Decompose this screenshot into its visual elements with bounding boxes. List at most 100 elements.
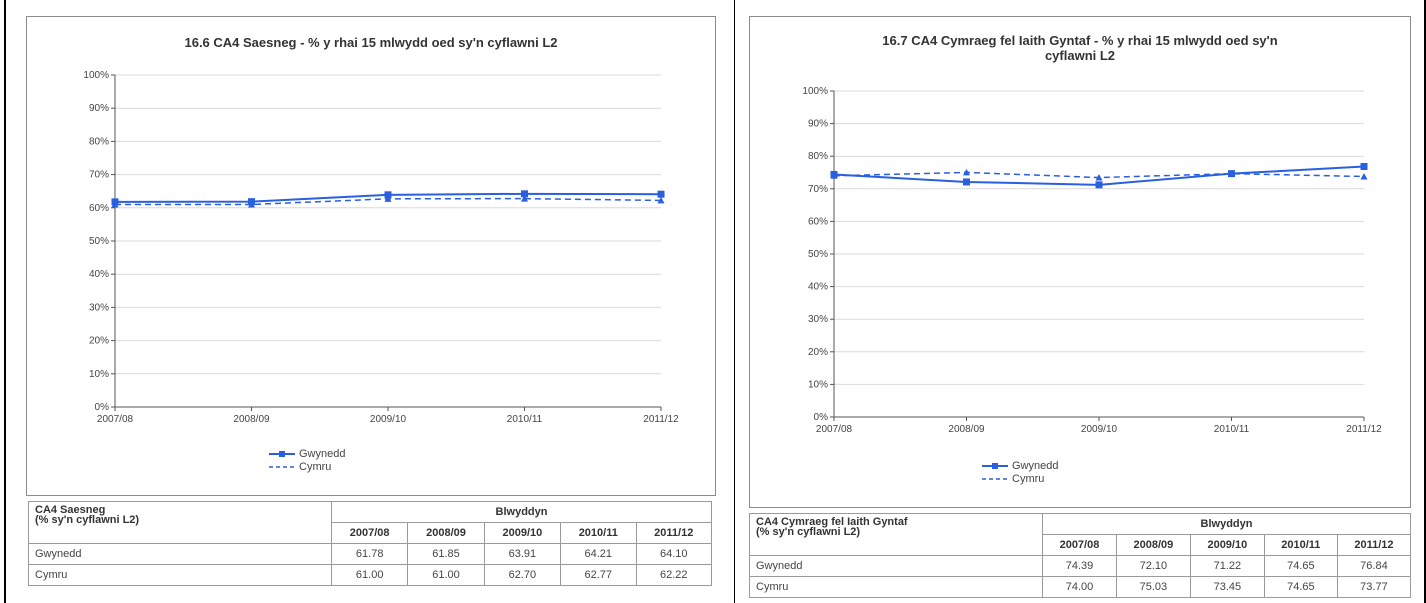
y-tick-label: 90% [808, 119, 828, 130]
chart-frame: 16.6 CA4 Saesneg - % y rhai 15 mlwydd oe… [26, 16, 716, 496]
y-tick-label: 20% [808, 347, 828, 358]
table-year-header: 2011/12 [635, 522, 712, 544]
table-row: Cymru 61.00 61.00 62.70 62.77 62.22 [28, 564, 712, 586]
table-cell: 62.77 [560, 564, 637, 586]
y-tick-label: 80% [89, 136, 109, 147]
x-tick-label: 2009/10 [1081, 424, 1118, 435]
table-cell: 61.00 [407, 564, 485, 586]
y-tick-label: 40% [808, 282, 828, 293]
x-tick-label: 2011/12 [643, 414, 679, 425]
y-tick-label: 50% [808, 249, 828, 260]
table-row-label: Cymru [749, 576, 1043, 598]
table-cell: 76.84 [1336, 555, 1412, 577]
legend-label: Cymru [1012, 472, 1045, 485]
data-point-cymru [521, 195, 528, 202]
y-tick-label: 60% [808, 216, 828, 227]
table-title-line: (% sy'n cyflawni L2) [35, 514, 140, 526]
legend-item-gwynedd: Gwynedd [269, 447, 345, 460]
table-cell: 74.39 [1042, 555, 1117, 577]
legend-label: Gwynedd [1012, 459, 1059, 472]
table-cell: 64.21 [560, 543, 637, 565]
y-tick-label: 0% [95, 402, 110, 413]
data-point-cymru [1095, 174, 1103, 181]
table-year-header: 2008/09 [407, 522, 485, 544]
legend-solid-line-icon [269, 450, 295, 457]
table-cell: 74.00 [1042, 576, 1117, 598]
x-tick-label: 2010/11 [1214, 424, 1250, 435]
y-tick-label: 50% [89, 236, 109, 247]
data-point-cymru [1228, 170, 1235, 177]
data-point-gwynedd [963, 178, 970, 186]
table-year-header: 2009/10 [483, 522, 562, 544]
data-point-gwynedd [521, 190, 528, 198]
table-row: Gwynedd 61.78 61.85 63.91 64.21 64.10 [28, 543, 712, 565]
x-tick-label: 2011/12 [1346, 424, 1382, 435]
chart-title: 16.7 CA4 Cymraeg fel Iaith Gyntaf - % y … [750, 33, 1410, 63]
data-point-cymru [963, 168, 970, 176]
table-cell: 71.22 [1189, 555, 1265, 577]
table-row-header: CA4 Saesneg (% sy'n cyflawni L2) [28, 501, 332, 544]
y-tick-label: 30% [89, 302, 109, 313]
legend-item-cymru: Cymru [982, 472, 1058, 485]
table-cell: 64.10 [635, 543, 712, 565]
table-row-label: Gwynedd [749, 555, 1043, 577]
table-group-header: Blwyddyn [331, 501, 712, 523]
x-tick-label: 2010/11 [507, 414, 543, 425]
y-tick-label: 0% [814, 412, 829, 423]
table-cell: 61.85 [407, 543, 485, 565]
data-point-cymru [657, 196, 665, 204]
table-cell: 74.65 [1263, 555, 1338, 577]
x-tick-label: 2007/08 [97, 414, 134, 425]
data-point-cymru [384, 195, 392, 202]
table-row-header: CA4 Cymraeg fel Iaith Gyntaf (% sy'n cyf… [749, 513, 1043, 556]
table-group-header: Blwyddyn [1042, 513, 1411, 535]
table-cell: 74.65 [1263, 576, 1338, 598]
x-tick-label: 2008/09 [233, 414, 270, 425]
table-title-line: CA4 Cymraeg fel Iaith Gyntaf [756, 516, 908, 528]
table-cell: 75.03 [1115, 576, 1191, 598]
data-point-gwynedd [1360, 163, 1368, 171]
chart-frame: 16.7 CA4 Cymraeg fel Iaith Gyntaf - % y … [749, 16, 1411, 508]
table-cell: 73.45 [1189, 576, 1265, 598]
table-row: Cymru 74.00 75.03 73.45 74.65 73.77 [749, 576, 1412, 598]
data-point-gwynedd [384, 191, 392, 199]
x-tick-label: 2008/09 [948, 424, 985, 435]
chart-title-line: cyflawni L2 [1044, 48, 1116, 63]
y-tick-label: 90% [89, 103, 109, 114]
y-tick-label: 40% [89, 269, 109, 280]
y-tick-label: 100% [83, 70, 109, 81]
table-row-label: Gwynedd [28, 543, 332, 565]
legend-dashed-line-icon [982, 477, 1008, 480]
table-cell: 61.00 [330, 564, 409, 586]
table-row-label: Cymru [28, 564, 332, 586]
table-year-header: 2011/12 [1336, 534, 1412, 556]
chart-panel-saesneg: 16.6 CA4 Saesneg - % y rhai 15 mlwydd oe… [4, 0, 738, 603]
legend-solid-line-icon [982, 462, 1008, 469]
table-year-header: 2010/11 [1263, 534, 1338, 556]
table-year-header: 2008/09 [1115, 534, 1191, 556]
chart-panel-cymraeg: 16.7 CA4 Cymraeg fel Iaith Gyntaf - % y … [734, 0, 1426, 603]
data-table-cymraeg: CA4 Cymraeg fel Iaith Gyntaf (% sy'n cyf… [749, 513, 1412, 598]
y-tick-label: 20% [89, 336, 109, 347]
data-point-cymru [248, 200, 255, 208]
table-cell: 62.22 [635, 564, 712, 586]
table-title-line: (% sy'n cyflawni L2) [756, 526, 861, 538]
y-tick-label: 10% [808, 379, 828, 390]
table-cell: 72.10 [1115, 555, 1191, 577]
legend-dashed-line-icon [269, 465, 295, 468]
chart-title-line: 16.7 CA4 Cymraeg fel Iaith Gyntaf - % y … [882, 33, 1278, 48]
table-year-header: 2009/10 [1189, 534, 1265, 556]
table-year-header: 2007/08 [330, 522, 409, 544]
table-year-header: 2007/08 [1042, 534, 1117, 556]
line-chart-saesneg: 0% 10% 20% 30% 40% 50% 60% 70% 80% 90% 100% 2007/08… [83, 70, 679, 425]
table-title-line: CA4 Saesneg [35, 504, 106, 516]
legend-item-gwynedd: Gwynedd [982, 459, 1058, 472]
y-tick-label: 70% [89, 170, 109, 181]
y-tick-label: 30% [808, 314, 828, 325]
legend-label: Cymru [299, 460, 332, 473]
x-tick-label: 2009/10 [370, 414, 407, 425]
y-tick-label: 70% [808, 184, 828, 195]
y-tick-label: 80% [808, 151, 828, 162]
y-tick-label: 100% [802, 86, 828, 97]
table-cell: 63.91 [483, 543, 562, 565]
